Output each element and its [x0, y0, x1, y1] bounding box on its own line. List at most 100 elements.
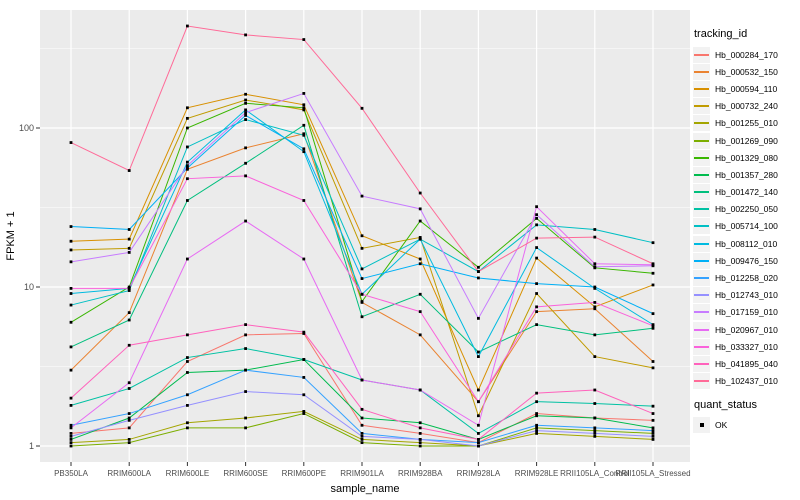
data-point-Hb_002250_050 — [302, 358, 306, 361]
data-point-Hb_001329_080 — [477, 265, 480, 269]
data-point-Hb_012743_010 — [244, 390, 247, 393]
data-point-Hb_001269_090 — [418, 444, 422, 448]
data-point-Hb_001269_090 — [360, 441, 364, 445]
data-point-Hb_033327_010 — [360, 292, 364, 296]
data-point-Hb_041895_040 — [302, 330, 306, 334]
legend-key-line — [693, 46, 710, 63]
data-point-Hb_000594_110 — [302, 103, 306, 107]
legend-key-point — [693, 417, 710, 434]
legend-item-Hb_000284_170: Hb_000284_170 — [693, 46, 799, 63]
data-point-Hb_000532_150 — [535, 310, 538, 314]
data-point-Hb_000732_240 — [418, 236, 422, 239]
legend-key-line — [693, 373, 710, 390]
data-point-Hb_000284_170 — [535, 412, 538, 415]
legend-item-label: Hb_012743_010 — [715, 290, 778, 301]
data-point-Hb_020967_010 — [477, 423, 480, 427]
data-point-Hb_012743_010 — [127, 418, 131, 422]
data-point-Hb_001329_080 — [418, 219, 422, 223]
legend-item-Hb_001269_090: Hb_001269_090 — [693, 132, 799, 149]
data-point-Hb_001329_080 — [69, 320, 73, 324]
data-point-Hb_000594_110 — [477, 388, 480, 392]
data-point-Hb_000532_150 — [418, 333, 422, 337]
legend-key-line — [693, 149, 710, 166]
legend-key-line — [693, 287, 710, 304]
data-point-Hb_001255_010 — [535, 432, 538, 435]
data-point-Hb_000732_240 — [186, 116, 189, 120]
data-point-Hb_020967_010 — [418, 388, 422, 392]
legend-item-Hb_008112_010: Hb_008112_010 — [693, 235, 799, 252]
data-point-Hb_008112_010 — [477, 355, 480, 358]
data-point-Hb_012258_020 — [651, 429, 655, 432]
data-point-Hb_005714_100 — [69, 303, 73, 307]
data-point-Hb_000594_110 — [244, 92, 247, 96]
data-point-Hb_020967_010 — [127, 381, 131, 385]
data-point-Hb_001255_010 — [302, 410, 306, 413]
x-tick-label: RRII105LA_Control — [560, 469, 630, 478]
data-point-Hb_001255_010 — [360, 438, 364, 441]
data-point-Hb_001472_140 — [186, 199, 189, 202]
data-point-Hb_001255_010 — [244, 416, 247, 420]
data-point-Hb_001357_280 — [651, 426, 655, 430]
x-tick-label: RRIM600LE — [166, 469, 210, 478]
data-point-Hb_102437_010 — [651, 262, 655, 266]
data-point-Hb_001472_140 — [127, 318, 131, 322]
data-point-Hb_041895_040 — [418, 426, 422, 430]
legend-item-Hb_002250_050: Hb_002250_050 — [693, 201, 799, 218]
legend-key-line — [693, 132, 710, 149]
legend-item-label: Hb_001472_140 — [715, 187, 778, 198]
data-point-Hb_002250_050 — [186, 356, 189, 359]
data-point-Hb_020967_010 — [69, 426, 73, 430]
data-point-Hb_001472_140 — [360, 315, 364, 319]
data-point-Hb_001329_080 — [360, 300, 364, 303]
data-point-Hb_041895_040 — [186, 333, 189, 337]
legend-key-line — [693, 218, 710, 235]
data-point-Hb_001255_010 — [593, 434, 597, 438]
data-point-Hb_041895_040 — [244, 323, 247, 327]
legend-key-line — [693, 98, 710, 115]
x-tick-label: RRIM600PE — [282, 469, 326, 478]
data-point-Hb_041895_040 — [593, 388, 597, 392]
data-point-Hb_001269_090 — [535, 426, 538, 430]
data-point-Hb_020967_010 — [302, 257, 306, 261]
data-point-Hb_012743_010 — [593, 432, 597, 435]
data-point-Hb_000594_110 — [360, 234, 364, 238]
data-point-Hb_012743_010 — [186, 404, 189, 407]
plot-panel — [40, 10, 690, 462]
data-point-Hb_005714_100 — [186, 145, 189, 149]
data-point-Hb_001329_080 — [535, 217, 538, 220]
data-point-Hb_009476_150 — [360, 277, 364, 280]
legend-quant-title: quant_status — [694, 398, 757, 411]
x-tick-label: PB350LA — [54, 469, 88, 478]
legend-quant-entries: OK — [693, 417, 799, 434]
legend-item-Hb_001329_080: Hb_001329_080 — [693, 149, 799, 166]
data-point-Hb_017159_010 — [244, 111, 247, 114]
legend-item-label: Hb_000594_110 — [715, 83, 778, 94]
data-point-Hb_002250_050 — [477, 432, 480, 435]
data-point-Hb_000532_150 — [69, 368, 73, 372]
data-point-Hb_000594_110 — [69, 239, 73, 243]
data-point-Hb_002250_050 — [593, 402, 597, 405]
data-point-Hb_000284_170 — [360, 423, 364, 427]
data-point-Hb_001472_140 — [651, 326, 655, 330]
data-point-Hb_001269_090 — [127, 441, 131, 445]
data-point-Hb_009476_150 — [651, 312, 655, 316]
data-point-Hb_102437_010 — [302, 38, 306, 41]
data-point-Hb_005714_100 — [127, 289, 131, 292]
x-tick-label: RRIM928LA — [457, 469, 501, 478]
y-axis-title: FPKM + 1 — [5, 211, 17, 261]
y-tick-label: 100 — [19, 123, 34, 133]
legend-item-Hb_020967_010: Hb_020967_010 — [693, 321, 799, 338]
data-point-Hb_009476_150 — [127, 228, 131, 231]
data-point-Hb_033327_010 — [535, 305, 538, 309]
data-point-Hb_009476_150 — [477, 276, 480, 280]
data-point-Hb_000284_170 — [418, 432, 422, 435]
data-point-Hb_012258_020 — [593, 426, 597, 430]
legend-item-Hb_001357_280: Hb_001357_280 — [693, 166, 799, 183]
data-point-Hb_001357_280 — [535, 414, 538, 418]
legend-key-line — [693, 115, 710, 132]
x-tick-label: RRIM928LE — [515, 469, 559, 478]
data-point-Hb_102437_010 — [360, 106, 364, 110]
legend-item-Hb_017159_010: Hb_017159_010 — [693, 304, 799, 321]
data-point-Hb_001329_080 — [244, 101, 247, 105]
data-point-Hb_000732_240 — [593, 355, 597, 358]
